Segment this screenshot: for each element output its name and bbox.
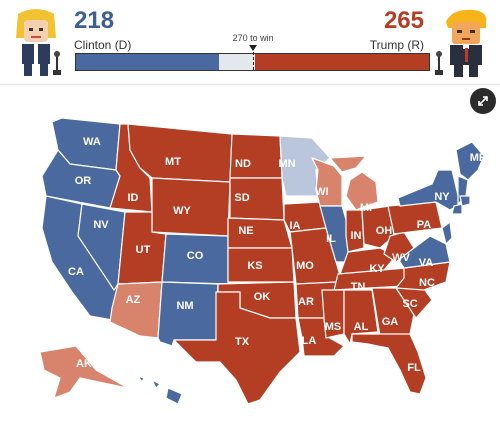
state-label-pa: PA (417, 219, 432, 231)
northeast-small-state-4[interactable] (459, 195, 471, 207)
state-label-ga: GA (382, 316, 399, 328)
state-label-la: LA (302, 335, 317, 347)
state-label-id: ID (128, 192, 139, 204)
state-ms[interactable] (321, 289, 345, 339)
state-label-mt: MT (165, 156, 181, 168)
state-label-ne: NE (238, 225, 253, 237)
state-label-wv: WV (392, 252, 410, 264)
state-label-il: IL (326, 233, 336, 245)
state-label-ut: UT (136, 244, 151, 256)
state-label-mi: MI (360, 202, 372, 214)
threshold-label: 270 to win (232, 33, 274, 43)
state-label-ms: MS (325, 321, 342, 333)
state-label-tn: TN (351, 281, 366, 293)
state-label-wi: WI (315, 186, 328, 198)
state-label-ny: NY (434, 191, 450, 203)
expand-arrows-icon (478, 96, 488, 106)
state-in[interactable] (345, 209, 365, 253)
state-label-ak: AK (76, 358, 92, 370)
state-nv[interactable] (77, 203, 126, 291)
state-hi[interactable] (137, 375, 183, 405)
state-label-tx: TX (235, 336, 250, 348)
state-pa[interactable] (387, 201, 443, 235)
scoreboard: 218 Clinton (D) 265 Trump (R) 270 to win (0, 0, 500, 84)
state-label-in: IN (351, 230, 362, 242)
state-label-co: CO (187, 250, 204, 262)
tossup-bar-segment (219, 54, 256, 70)
trump-label: Trump (R) (369, 38, 424, 52)
state-mi[interactable] (329, 155, 379, 211)
state-label-va: VA (419, 257, 434, 269)
state-label-ky: KY (369, 263, 385, 275)
header-divider (0, 84, 500, 85)
threshold-line (253, 52, 255, 70)
state-label-nc: NC (419, 277, 435, 289)
trump-bar-segment (255, 54, 429, 70)
state-oh[interactable] (361, 205, 395, 249)
state-label-mo: MO (296, 260, 314, 272)
clinton-label: Clinton (D) (74, 38, 132, 52)
state-label-ia: IA (290, 220, 301, 232)
state-label-me: ME (470, 152, 487, 164)
state-label-fl: FL (407, 362, 421, 374)
state-label-ks: KS (247, 260, 262, 272)
state-tx[interactable] (173, 291, 301, 405)
us-electoral-map: WA OR CA NV ID MT WY UT AZ CO NM ND SD NE KS OK TX MN IA MO… (39, 117, 487, 406)
northeast-small-state-2[interactable] (451, 203, 463, 215)
state-label-oh: OH (376, 225, 393, 237)
clinton-vote-count: 218 (74, 7, 115, 34)
state-label-wy: WY (173, 205, 191, 217)
state-nd[interactable] (229, 133, 283, 179)
state-label-sc: SC (402, 298, 417, 310)
state-ky[interactable] (339, 247, 397, 275)
clinton-bar-segment (76, 54, 220, 70)
trump-avatar-icon (435, 9, 487, 77)
trump-vote-count: 265 (383, 7, 424, 34)
state-label-or: OR (75, 175, 92, 187)
state-me[interactable] (455, 141, 485, 181)
state-id[interactable] (109, 123, 153, 213)
threshold-marker-icon (249, 45, 258, 51)
state-ak[interactable] (39, 345, 129, 399)
state-label-mn: MN (278, 158, 295, 170)
state-label-sd: SD (234, 192, 249, 204)
clinton-avatar-icon (16, 9, 61, 76)
expand-map-button[interactable] (470, 88, 496, 114)
state-label-al: AL (354, 321, 369, 333)
state-label-ca: CA (68, 266, 84, 278)
northeast-small-state-3[interactable] (441, 221, 453, 245)
state-az[interactable] (109, 281, 163, 339)
state-label-nm: NM (176, 300, 193, 312)
electoral-vote-bar (75, 53, 430, 71)
state-label-ar: AR (298, 296, 314, 308)
state-fl[interactable] (351, 333, 427, 395)
state-label-hi: HI (152, 394, 163, 406)
state-wy[interactable] (151, 177, 231, 237)
state-label-az: AZ (126, 294, 141, 306)
state-nm[interactable] (157, 281, 219, 347)
state-label-ok: OK (254, 291, 271, 303)
state-label-nd: ND (235, 158, 251, 170)
state-label-nv: NV (93, 219, 109, 231)
state-label-wa: WA (83, 136, 101, 148)
